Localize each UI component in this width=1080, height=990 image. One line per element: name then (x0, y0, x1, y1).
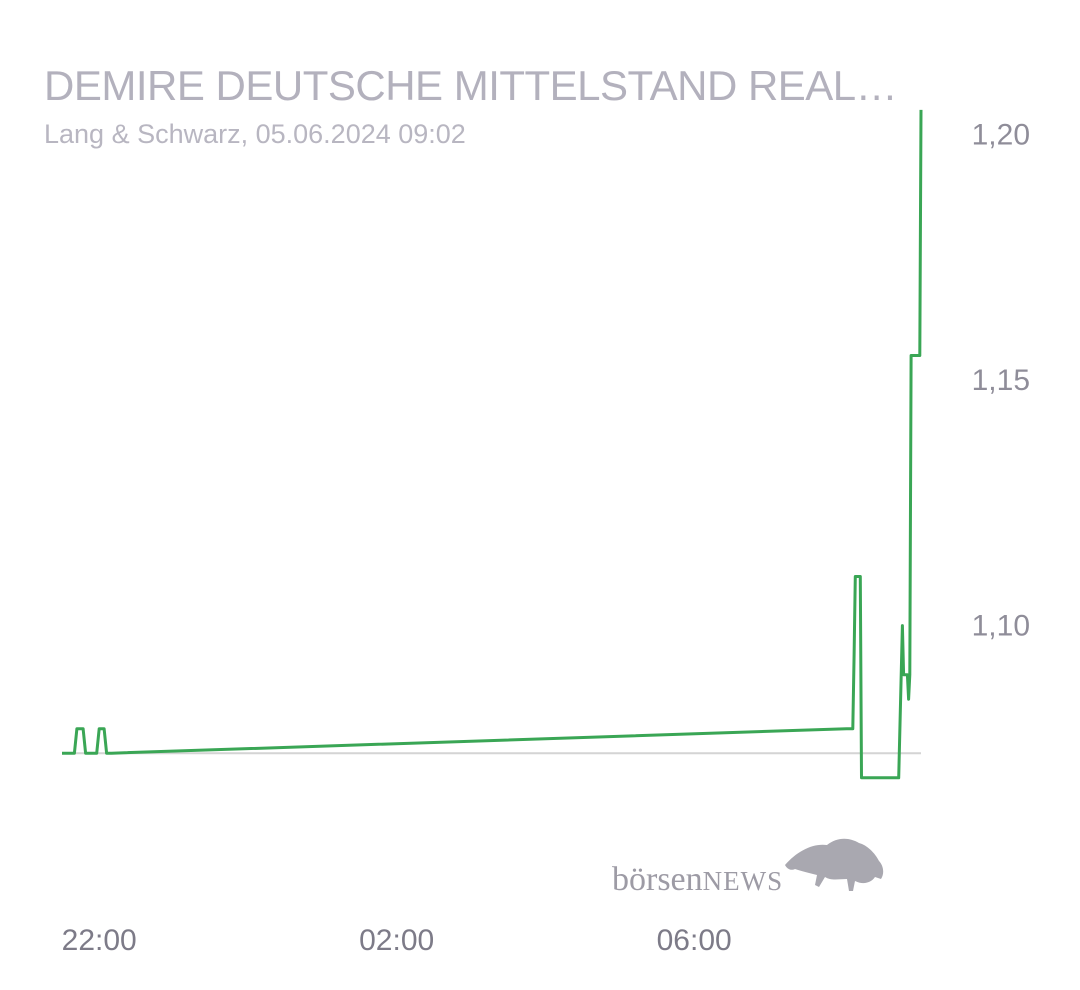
x-axis-ticks: 22:00 02:00 06:00 (62, 924, 732, 957)
chart-subtitle: Lang & Schwarz, 05.06.2024 09:02 (44, 119, 466, 149)
price-series-line (62, 109, 923, 780)
y-tick-label: 1,10 (972, 610, 1030, 643)
boersennews-watermark: börsenNEWS (612, 835, 887, 897)
x-tick-label: 06:00 (657, 924, 732, 957)
x-tick-label: 22:00 (62, 924, 137, 957)
x-tick-label: 02:00 (359, 924, 434, 957)
y-axis-ticks: 1,20 1,15 1,10 (972, 118, 1030, 642)
chart-title: DEMIRE DEUTSCHE MITTELSTAND REAL… (44, 62, 898, 109)
watermark-text: börsenNEWS (612, 861, 784, 898)
y-tick-label: 1,20 (972, 118, 1030, 151)
bull-icon (785, 838, 884, 891)
y-tick-label: 1,15 (972, 364, 1030, 397)
